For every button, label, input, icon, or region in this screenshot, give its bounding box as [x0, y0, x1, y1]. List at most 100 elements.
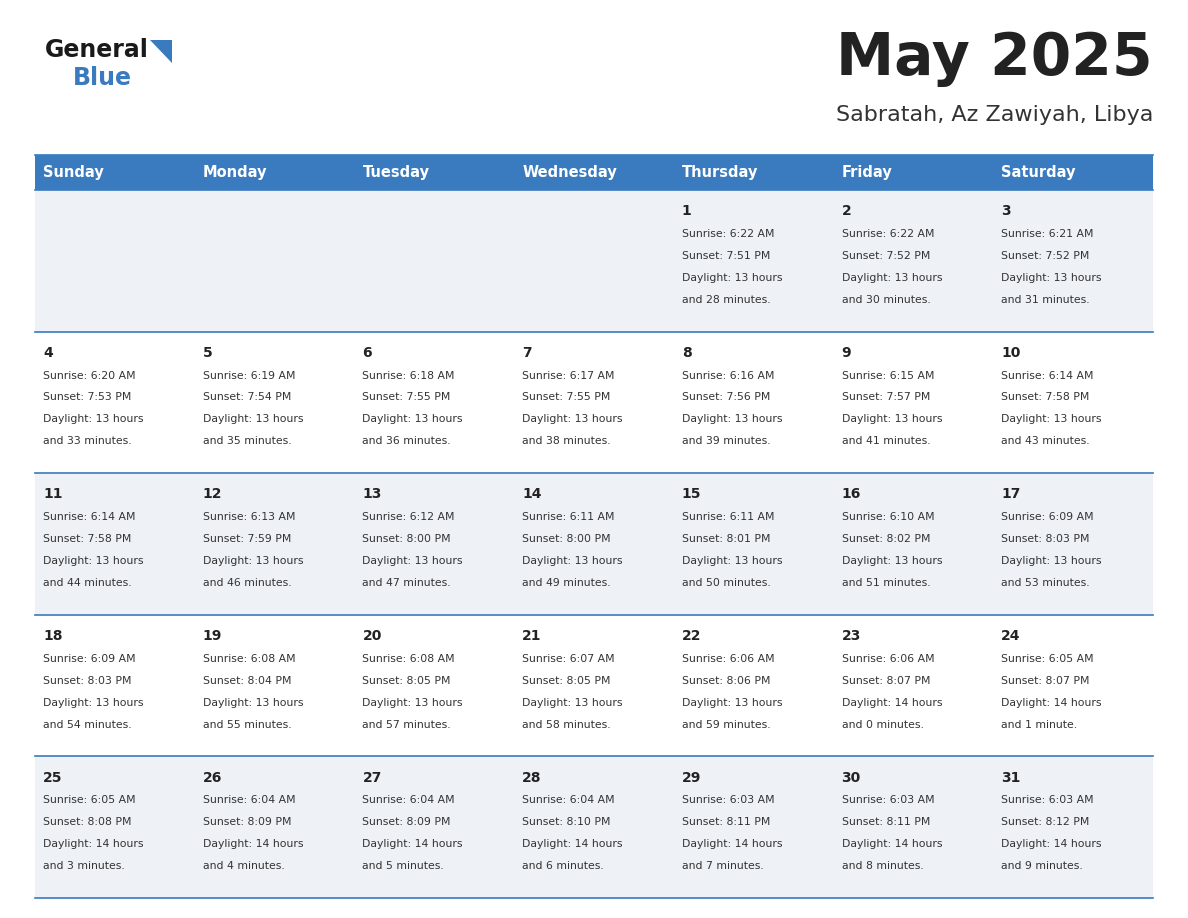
Text: Sunrise: 6:05 AM: Sunrise: 6:05 AM	[43, 795, 135, 805]
Text: and 47 minutes.: and 47 minutes.	[362, 578, 451, 588]
Text: 8: 8	[682, 346, 691, 360]
Text: Daylight: 13 hours: Daylight: 13 hours	[203, 698, 303, 708]
Text: Sunset: 8:00 PM: Sunset: 8:00 PM	[362, 534, 451, 544]
Text: Wednesday: Wednesday	[523, 165, 617, 180]
Text: 1: 1	[682, 204, 691, 218]
FancyBboxPatch shape	[834, 155, 993, 190]
Text: 9: 9	[841, 346, 851, 360]
Text: 27: 27	[362, 770, 381, 785]
Text: Daylight: 13 hours: Daylight: 13 hours	[203, 556, 303, 566]
Text: Daylight: 13 hours: Daylight: 13 hours	[523, 556, 623, 566]
Text: 18: 18	[43, 629, 63, 643]
Text: 21: 21	[523, 629, 542, 643]
Text: and 57 minutes.: and 57 minutes.	[362, 720, 451, 730]
Text: and 53 minutes.: and 53 minutes.	[1001, 578, 1089, 588]
Text: Sunrise: 6:14 AM: Sunrise: 6:14 AM	[43, 512, 135, 522]
Text: Sunset: 7:52 PM: Sunset: 7:52 PM	[841, 251, 930, 261]
Polygon shape	[150, 40, 172, 63]
Text: 23: 23	[841, 629, 861, 643]
Text: Daylight: 13 hours: Daylight: 13 hours	[362, 556, 463, 566]
Text: Daylight: 13 hours: Daylight: 13 hours	[682, 414, 783, 424]
Text: Sunrise: 6:11 AM: Sunrise: 6:11 AM	[682, 512, 775, 522]
FancyBboxPatch shape	[674, 155, 834, 190]
Text: Daylight: 13 hours: Daylight: 13 hours	[841, 414, 942, 424]
Text: 16: 16	[841, 487, 861, 501]
Text: Sunrise: 6:17 AM: Sunrise: 6:17 AM	[523, 371, 614, 381]
Text: 13: 13	[362, 487, 381, 501]
Text: Sunset: 8:05 PM: Sunset: 8:05 PM	[362, 676, 451, 686]
Text: Sunrise: 6:12 AM: Sunrise: 6:12 AM	[362, 512, 455, 522]
Text: Sunset: 8:00 PM: Sunset: 8:00 PM	[523, 534, 611, 544]
Text: Daylight: 13 hours: Daylight: 13 hours	[523, 414, 623, 424]
Text: Daylight: 13 hours: Daylight: 13 hours	[362, 414, 463, 424]
Text: Sunrise: 6:19 AM: Sunrise: 6:19 AM	[203, 371, 295, 381]
Text: Sunset: 8:06 PM: Sunset: 8:06 PM	[682, 676, 770, 686]
Text: Friday: Friday	[841, 165, 892, 180]
Text: and 0 minutes.: and 0 minutes.	[841, 720, 923, 730]
Text: 6: 6	[362, 346, 372, 360]
Text: Sabratah, Az Zawiyah, Libya: Sabratah, Az Zawiyah, Libya	[835, 105, 1154, 125]
Text: Sunset: 7:57 PM: Sunset: 7:57 PM	[841, 393, 930, 402]
Text: 25: 25	[43, 770, 63, 785]
Text: and 46 minutes.: and 46 minutes.	[203, 578, 291, 588]
Text: Daylight: 13 hours: Daylight: 13 hours	[1001, 273, 1101, 283]
Text: 12: 12	[203, 487, 222, 501]
Text: Sunrise: 6:04 AM: Sunrise: 6:04 AM	[523, 795, 614, 805]
Text: Daylight: 14 hours: Daylight: 14 hours	[841, 839, 942, 849]
Text: Daylight: 14 hours: Daylight: 14 hours	[682, 839, 783, 849]
Text: 17: 17	[1001, 487, 1020, 501]
Text: 19: 19	[203, 629, 222, 643]
Text: Daylight: 13 hours: Daylight: 13 hours	[362, 698, 463, 708]
Text: 22: 22	[682, 629, 701, 643]
FancyBboxPatch shape	[514, 155, 674, 190]
Text: Sunset: 7:52 PM: Sunset: 7:52 PM	[1001, 251, 1089, 261]
Text: and 55 minutes.: and 55 minutes.	[203, 720, 291, 730]
Text: Daylight: 13 hours: Daylight: 13 hours	[523, 698, 623, 708]
Text: 11: 11	[43, 487, 63, 501]
Text: 20: 20	[362, 629, 381, 643]
Text: 28: 28	[523, 770, 542, 785]
FancyBboxPatch shape	[34, 190, 1154, 331]
Text: Daylight: 14 hours: Daylight: 14 hours	[43, 839, 144, 849]
FancyBboxPatch shape	[195, 155, 354, 190]
Text: and 35 minutes.: and 35 minutes.	[203, 436, 291, 446]
Text: and 51 minutes.: and 51 minutes.	[841, 578, 930, 588]
Text: Daylight: 14 hours: Daylight: 14 hours	[523, 839, 623, 849]
Text: Sunset: 8:02 PM: Sunset: 8:02 PM	[841, 534, 930, 544]
Text: Daylight: 13 hours: Daylight: 13 hours	[682, 556, 783, 566]
Text: Sunset: 7:55 PM: Sunset: 7:55 PM	[362, 393, 450, 402]
Text: Sunrise: 6:15 AM: Sunrise: 6:15 AM	[841, 371, 934, 381]
Text: and 58 minutes.: and 58 minutes.	[523, 720, 611, 730]
Text: Sunrise: 6:14 AM: Sunrise: 6:14 AM	[1001, 371, 1094, 381]
Text: Sunset: 8:03 PM: Sunset: 8:03 PM	[43, 676, 132, 686]
Text: Sunrise: 6:04 AM: Sunrise: 6:04 AM	[362, 795, 455, 805]
Text: Saturday: Saturday	[1001, 165, 1076, 180]
Text: and 30 minutes.: and 30 minutes.	[841, 295, 930, 305]
Text: 10: 10	[1001, 346, 1020, 360]
Text: 31: 31	[1001, 770, 1020, 785]
Text: Daylight: 13 hours: Daylight: 13 hours	[203, 414, 303, 424]
Text: Daylight: 13 hours: Daylight: 13 hours	[43, 698, 144, 708]
Text: Sunrise: 6:07 AM: Sunrise: 6:07 AM	[523, 654, 614, 664]
Text: May 2025: May 2025	[836, 30, 1154, 87]
Text: Sunrise: 6:22 AM: Sunrise: 6:22 AM	[841, 229, 934, 239]
Text: Sunset: 8:09 PM: Sunset: 8:09 PM	[362, 817, 451, 827]
Text: 14: 14	[523, 487, 542, 501]
Text: Sunrise: 6:08 AM: Sunrise: 6:08 AM	[362, 654, 455, 664]
Text: 26: 26	[203, 770, 222, 785]
Text: Sunrise: 6:06 AM: Sunrise: 6:06 AM	[682, 654, 775, 664]
Text: Sunrise: 6:10 AM: Sunrise: 6:10 AM	[841, 512, 934, 522]
Text: Sunset: 7:58 PM: Sunset: 7:58 PM	[1001, 393, 1089, 402]
Text: Thursday: Thursday	[682, 165, 758, 180]
Text: Daylight: 13 hours: Daylight: 13 hours	[841, 556, 942, 566]
Text: 7: 7	[523, 346, 532, 360]
FancyBboxPatch shape	[34, 331, 1154, 473]
FancyBboxPatch shape	[34, 615, 1154, 756]
Text: Sunset: 8:03 PM: Sunset: 8:03 PM	[1001, 534, 1089, 544]
FancyBboxPatch shape	[993, 155, 1154, 190]
Text: Daylight: 13 hours: Daylight: 13 hours	[1001, 414, 1101, 424]
Text: and 54 minutes.: and 54 minutes.	[43, 720, 132, 730]
Text: Tuesday: Tuesday	[362, 165, 429, 180]
Text: Daylight: 13 hours: Daylight: 13 hours	[682, 698, 783, 708]
Text: and 43 minutes.: and 43 minutes.	[1001, 436, 1089, 446]
